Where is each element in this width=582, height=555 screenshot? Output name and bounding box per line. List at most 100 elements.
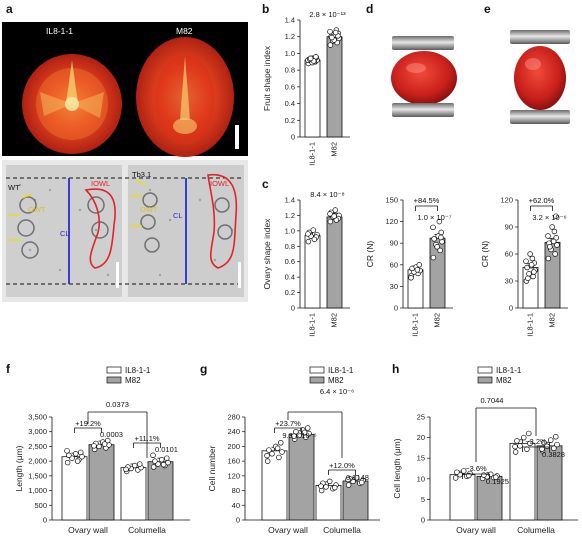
data-point <box>345 476 351 483</box>
x-tick-label: IL8-1-1 <box>308 142 317 166</box>
y-tick-label: 0.6 <box>285 82 295 91</box>
data-point <box>274 445 281 452</box>
y-tick-label: 0 <box>394 304 398 313</box>
y-tick-label: 1,000 <box>28 486 47 495</box>
y-tick-label: 200 <box>227 442 240 451</box>
data-point <box>327 28 333 35</box>
data-point <box>430 254 437 261</box>
data-point <box>512 443 518 450</box>
data-point <box>311 236 318 243</box>
data-point <box>150 464 157 470</box>
data-point <box>517 443 523 449</box>
percent-change: −3.2% <box>525 437 547 446</box>
data-point <box>551 445 557 452</box>
x-tick-label: M82 <box>330 142 339 157</box>
chart-b: 0 0.2 0.4 0.6 0.8 1.0 1.2 1.4 Fruit shape index I… <box>262 10 350 166</box>
y-axis-label: CR (N) <box>480 241 490 268</box>
charts-layer: 0 0.2 0.4 0.6 0.8 1.0 1.2 1.4 Fruit shape index I… <box>14 10 578 535</box>
y-tick-label: 90 <box>505 223 513 232</box>
data-point <box>74 458 81 464</box>
data-point <box>327 478 333 485</box>
data-point <box>354 474 360 481</box>
data-point <box>438 234 444 241</box>
data-point <box>512 449 519 455</box>
bar-m82 <box>342 480 369 521</box>
data-point <box>123 466 129 473</box>
p-value: 8.4 × 10⁻⁸ <box>310 190 344 199</box>
data-point <box>291 433 297 439</box>
bar-m82 <box>476 475 503 521</box>
data-point <box>345 482 352 488</box>
data-point <box>552 434 559 440</box>
p-value: 2.8 × 10⁻¹³ <box>309 10 346 19</box>
percent-change: +23.7% <box>275 419 301 428</box>
data-point <box>523 258 529 264</box>
percent-change: +84.5% <box>414 196 440 205</box>
data-point <box>152 458 158 464</box>
data-point <box>332 484 338 491</box>
y-tick-label: 15 <box>417 454 425 463</box>
data-point <box>414 267 421 273</box>
label-cl: CL <box>60 229 70 238</box>
label-owt-2: OWT <box>140 205 158 214</box>
label-iowl: IOWL <box>91 179 110 188</box>
data-point <box>266 447 272 453</box>
data-point <box>269 451 275 457</box>
legend-label: IL8-1-1 <box>125 366 151 375</box>
y-axis-label: CR (N) <box>365 241 375 268</box>
data-point <box>554 242 560 248</box>
legend-swatch <box>106 366 122 374</box>
data-point <box>359 479 365 486</box>
y-tick-label: 2,000 <box>28 457 47 466</box>
y-axis-label: Cell number <box>207 445 217 491</box>
data-point <box>552 251 558 257</box>
y-axis-label: Cell length (μm) <box>392 438 402 498</box>
data-point <box>150 452 156 459</box>
y-tick-label: 80 <box>232 486 240 495</box>
data-point <box>553 235 559 241</box>
data-point <box>527 251 533 257</box>
p-value: 9.3 × 10⁻⁶ <box>282 431 316 440</box>
photo-ovary-sections: WT OWT IOWL CL Tb3.1 OWT IOWL CL <box>2 160 248 302</box>
data-point <box>64 448 70 454</box>
p-value: 0.1925 <box>486 477 509 486</box>
data-point <box>66 452 72 459</box>
chart-f: 0 500 1,000 1,500 2,000 2,500 3,000 3,500 Length… <box>14 366 190 535</box>
data-point <box>160 461 167 468</box>
x-tick-label: Columella <box>517 525 555 535</box>
data-point <box>529 255 536 262</box>
y-tick-label: 90 <box>390 239 398 248</box>
panel-label-a: a <box>6 2 13 16</box>
p-value: 0.0003 <box>100 430 123 439</box>
data-point <box>106 442 112 448</box>
data-point <box>461 468 467 474</box>
y-tick-label: 10 <box>417 474 425 483</box>
bar-il8-1-1 <box>120 467 147 521</box>
y-tick-label: 20 <box>417 433 425 442</box>
data-point <box>327 211 333 217</box>
data-point <box>430 224 436 231</box>
panel-label-h: h <box>392 362 399 376</box>
label-wt: WT <box>8 183 20 192</box>
data-point <box>525 430 532 437</box>
percent-change: +62.0% <box>529 196 555 205</box>
data-point <box>527 440 533 447</box>
data-point <box>293 428 299 435</box>
data-point <box>64 459 71 466</box>
panel-label-c: c <box>262 177 269 191</box>
panel-label-b: b <box>262 2 269 16</box>
label-tb: Tb3.1 <box>132 170 151 179</box>
y-tick-label: 30 <box>390 282 398 291</box>
percent-change: −3.6% <box>465 464 487 473</box>
x-tick-label: Columella <box>128 525 166 535</box>
y-tick-label: 280 <box>227 413 240 422</box>
x-tick-label: Columella <box>323 525 361 535</box>
x-tick-label: Ovary wall <box>268 525 308 535</box>
x-tick-label: IL8-1-1 <box>308 313 317 337</box>
y-tick-label: 0.4 <box>285 273 295 282</box>
data-point <box>436 218 443 225</box>
y-axis-label: Fruit shape index <box>262 45 272 111</box>
data-point <box>431 236 437 242</box>
